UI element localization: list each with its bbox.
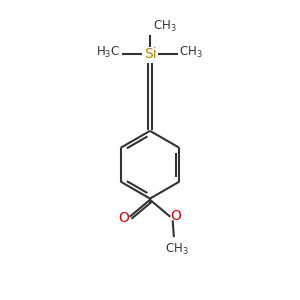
Text: CH$_3$: CH$_3$	[153, 19, 177, 34]
Text: CH$_3$: CH$_3$	[165, 242, 189, 257]
Text: Si: Si	[144, 47, 156, 61]
Text: CH$_3$: CH$_3$	[179, 45, 203, 60]
Text: O: O	[170, 208, 181, 223]
Text: H$_3$C: H$_3$C	[97, 45, 121, 60]
Text: O: O	[118, 211, 129, 225]
